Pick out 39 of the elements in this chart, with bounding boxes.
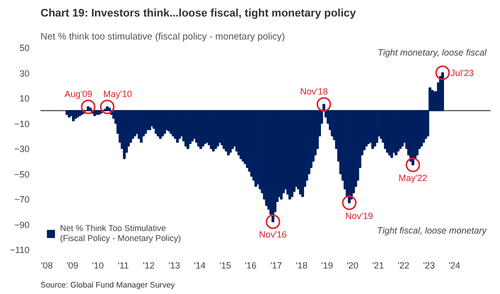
x-tick-label: '23 (423, 260, 435, 270)
y-tick-label: 50 (19, 43, 30, 53)
annotation: Tight monetary, loose fiscal (378, 48, 488, 58)
x-tick-label: '13 (168, 260, 180, 270)
x-tick-label: '17 (270, 260, 282, 270)
x-tick-label: '21 (372, 260, 384, 270)
x-tick-label: '15 (219, 260, 232, 270)
y-tick-label: −90 (14, 220, 30, 230)
annotation: Nov'16 (259, 230, 287, 240)
y-tick-label: −30 (14, 144, 30, 154)
y-tick-label: 30 (19, 68, 30, 78)
y-tick-label: −70 (14, 194, 30, 204)
annotation: Nov'19 (345, 210, 374, 221)
chart-subtitle: Net % think too stimulative (fiscal policy - monetary policy) (40, 32, 285, 42)
x-tick-label: '24 (448, 260, 460, 270)
y-tick-label: −10 (14, 118, 30, 129)
x-tick-label: '22 (398, 260, 410, 270)
source-note: Source: Global Fund Manager Survey (40, 280, 175, 290)
x-tick-label: '12 (142, 260, 155, 270)
x-tick-label: '10 (92, 260, 104, 270)
x-tick-label: '16 (244, 260, 257, 270)
annotation: May'22 (398, 172, 428, 183)
y-tick-label: 10 (19, 94, 30, 104)
x-tick-label: '08 (41, 260, 53, 270)
legend-label: Net % Think Too Stimulative (Fiscal Policy - Monetary Policy) (60, 223, 181, 243)
annotation: Jul'23 (450, 68, 474, 78)
chart-title: Chart 19: Investors think...loose fiscal, tight monetary policy (40, 8, 357, 20)
x-tick-label: '18 (296, 260, 308, 270)
x-tick-label: '19 (321, 260, 333, 270)
x-tick-label: '11 (118, 260, 129, 270)
annotation: Nov'18 (300, 86, 328, 96)
x-tick-label: '20 (346, 260, 358, 270)
annotation: Tight fiscal, loose monetary (377, 226, 487, 236)
x-tick-label: '09 (66, 260, 78, 270)
annotation: Aug'09 (64, 88, 92, 99)
annotation: May'10 (103, 88, 132, 99)
y-tick-label: −50 (14, 169, 30, 180)
x-tick-label: '14 (194, 260, 206, 270)
y-tick-label: −110 (10, 245, 30, 255)
